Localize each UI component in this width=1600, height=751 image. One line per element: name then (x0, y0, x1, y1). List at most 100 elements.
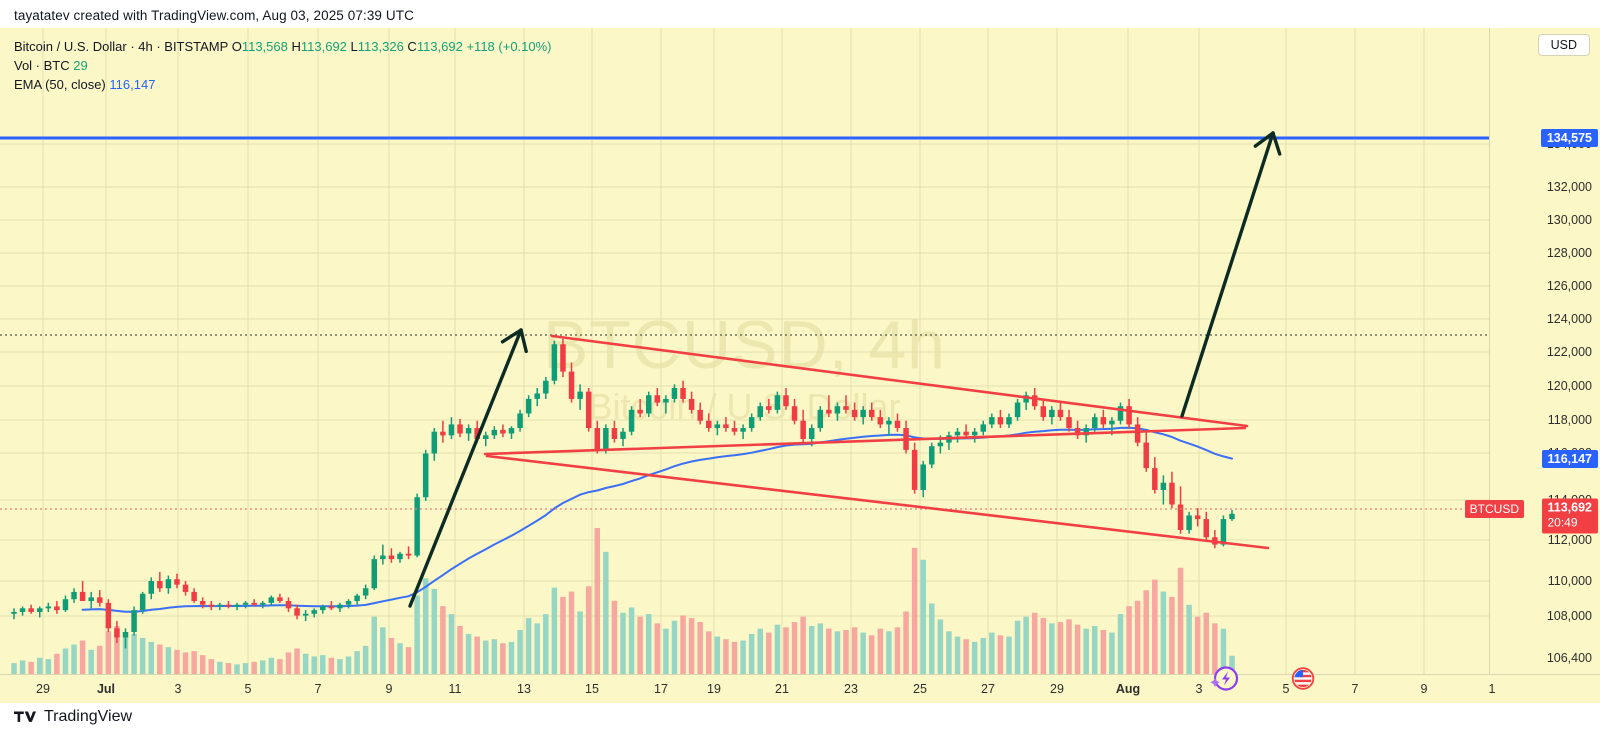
resistance-line[interactable] (550, 334, 1249, 428)
volume-bar (525, 618, 532, 674)
candle-body (457, 424, 463, 434)
price-tick-120000: 120,000 (1546, 379, 1592, 393)
volume-bar (285, 652, 292, 674)
volume-bar (783, 627, 789, 674)
time-tick-21: 21 (775, 682, 789, 696)
candle-body (1040, 406, 1047, 418)
volume-bar (380, 627, 386, 674)
volume-bar (1177, 567, 1184, 674)
candle-body (491, 429, 498, 436)
midline[interactable] (483, 426, 1247, 456)
candle-body (628, 409, 635, 432)
time-tick-19: 19 (707, 682, 721, 696)
candle-body (225, 604, 232, 607)
time-tick-5: 5 (244, 682, 252, 696)
volume-bar (139, 637, 146, 674)
volume-bar (328, 657, 335, 674)
us-economic-event-icon[interactable] (1291, 667, 1315, 696)
volume-bar (1092, 626, 1098, 674)
legend-close-value: 113,692 (416, 39, 463, 54)
legend-volume-value: 29 (73, 58, 88, 73)
candle-body (114, 628, 120, 638)
earnings-lightning-icon[interactable] (1210, 664, 1240, 699)
price-tick-110000: 110,000 (1547, 574, 1592, 588)
candle-body (603, 428, 609, 450)
legend-low-value: 113,326 (357, 39, 404, 54)
volume-bar (1134, 600, 1141, 674)
candle-body (671, 387, 678, 399)
candle-body (783, 395, 789, 407)
volume-bar (71, 644, 77, 674)
price-scale[interactable]: 134,000132,000130,000128,000126,000124,0… (1489, 28, 1600, 696)
candle-body (1186, 515, 1192, 531)
candle-body (860, 409, 866, 418)
time-tick-9: 9 (1420, 682, 1428, 696)
volume-bar (105, 631, 112, 674)
volume-bar (911, 547, 918, 674)
last-price-badge[interactable]: 113,692 20:49 (1541, 498, 1598, 534)
candle-body (517, 413, 523, 429)
currency-badge[interactable]: USD (1537, 34, 1590, 56)
arrow-up-2[interactable] (1180, 131, 1282, 418)
volume-bar (1126, 606, 1132, 674)
candle-body (1057, 409, 1064, 418)
candle-body (740, 428, 746, 432)
time-tick-9: 9 (385, 682, 393, 696)
legend-ema-row[interactable]: EMA (50, close) 116,147 (14, 76, 552, 94)
volume-bar (663, 628, 669, 674)
volume-bar (19, 660, 26, 674)
legend-volume-row[interactable]: Vol · BTC 29 (14, 57, 552, 75)
volume-bar (534, 623, 540, 674)
candle-body (217, 604, 223, 607)
volume-bar (388, 637, 395, 674)
candle-body (157, 581, 163, 589)
volume-bar (234, 664, 240, 674)
volume-bar (294, 648, 300, 674)
candle-body (525, 398, 532, 414)
candle-body (585, 391, 592, 429)
price-tick-126000: 126,000 (1546, 279, 1592, 293)
candle-body (345, 601, 352, 605)
target-price-badge[interactable]: 134,575 (1540, 129, 1598, 147)
volume-bar (1143, 590, 1149, 674)
arrow-up-1-head-1 (500, 328, 523, 344)
legend-change-value: +118 (+0.10%) (466, 39, 552, 54)
candle-body (148, 581, 154, 594)
time-scale[interactable]: 29 Jul 3 5 7 9 11 13 15 17 19 21 23 25 27 29 Aug 3 5 7 9 1 (0, 674, 1600, 703)
ema-price-badge[interactable]: 116,147 (1541, 450, 1598, 468)
price-tick-128000: 128,000 (1546, 246, 1592, 260)
candle-body (234, 604, 240, 607)
chart-legend: Bitcoin / U.S. Dollar · 4h · BITSTAMP O1… (14, 38, 552, 94)
candle-body (808, 428, 815, 439)
volume-bar (217, 661, 223, 674)
volume-bar (148, 641, 154, 674)
volume-bar (465, 633, 472, 674)
volume-bar (260, 660, 266, 674)
candle-body (11, 611, 17, 614)
time-tick-27: 27 (981, 682, 995, 696)
arrow-up-1[interactable] (408, 328, 528, 608)
candle-body (139, 593, 146, 611)
candle-body (748, 417, 755, 429)
candle-body (757, 406, 763, 418)
price-tick-132000: 132,000 (1546, 180, 1592, 194)
volume-bar (954, 636, 961, 674)
candle-body (800, 420, 806, 439)
candle-body (1194, 515, 1201, 520)
chart-plot-area[interactable]: BTCUSD, 4h Bitcoin / U.S. Dollar (0, 28, 1489, 674)
attribution-text: tayatatev created with TradingView.com, … (14, 8, 414, 23)
symbol-price-badge[interactable]: BTCUSD (1464, 500, 1524, 518)
volume-bar (568, 591, 575, 674)
candle-body (594, 428, 601, 450)
candle-body (1092, 417, 1098, 429)
support-line[interactable] (485, 454, 1270, 550)
candle-body (971, 431, 978, 436)
candle-body (989, 417, 995, 425)
legend-ohlc-row[interactable]: Bitcoin / U.S. Dollar · 4h · BITSTAMP O1… (14, 38, 552, 56)
candle-body (1006, 417, 1012, 425)
time-tick-29: 29 (36, 682, 50, 696)
time-tick-5: 5 (1282, 682, 1290, 696)
time-tick-7: 7 (314, 682, 322, 696)
volume-bar (1031, 612, 1038, 674)
candle-body (843, 406, 849, 410)
